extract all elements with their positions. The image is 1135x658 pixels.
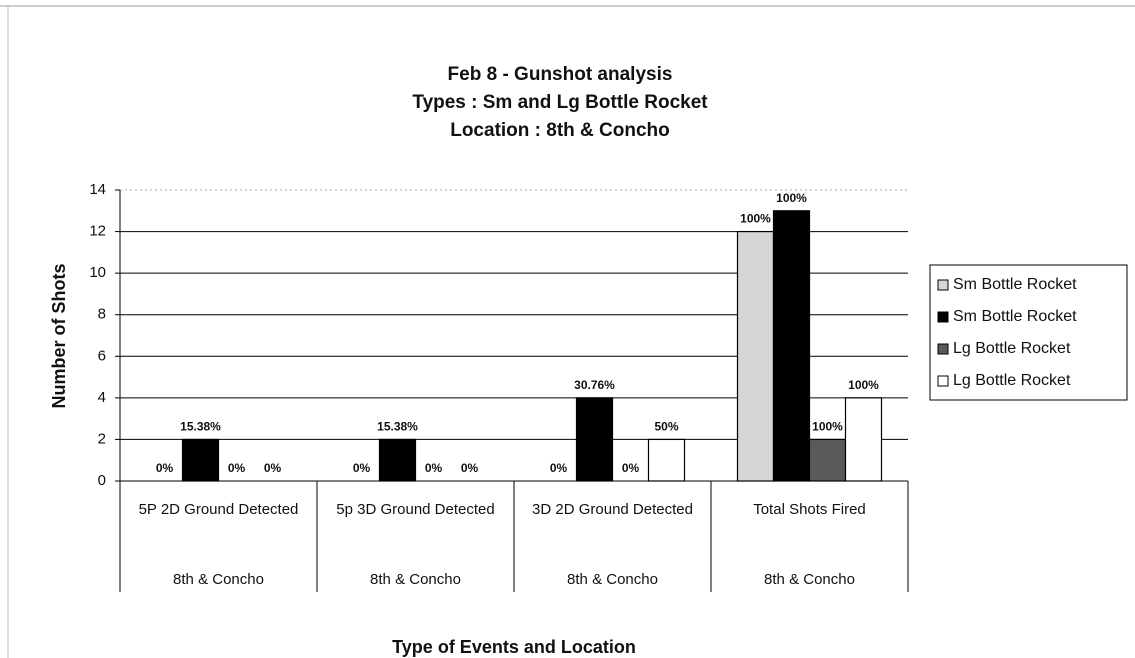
data-label: 100% bbox=[848, 378, 879, 392]
bar bbox=[808, 438, 847, 482]
chart-title: Feb 8 - Gunshot analysis bbox=[448, 64, 673, 85]
data-label: 0% bbox=[156, 461, 174, 475]
data-label: 0% bbox=[550, 461, 568, 475]
legend-label: Lg Bottle Rocket bbox=[953, 372, 1071, 389]
y-tick-label: 8 bbox=[98, 306, 106, 323]
data-label: 0% bbox=[353, 461, 371, 475]
bar bbox=[181, 438, 220, 482]
data-label: 100% bbox=[812, 420, 843, 434]
y-tick-label: 12 bbox=[89, 223, 106, 240]
legend-swatch bbox=[937, 375, 949, 387]
chart-title: Types : Sm and Lg Bottle Rocket bbox=[412, 92, 708, 113]
y-tick-label: 6 bbox=[98, 347, 106, 364]
bar bbox=[378, 438, 417, 482]
data-label: 100% bbox=[740, 212, 771, 226]
bar bbox=[772, 210, 811, 482]
x-tick-label: 5p 3D Ground Detected bbox=[336, 501, 495, 518]
legend-label: Sm Bottle Rocket bbox=[953, 308, 1077, 325]
x-tick-label: 3D 2D Ground Detected bbox=[532, 501, 693, 518]
y-tick-label: 0 bbox=[98, 472, 106, 489]
legend-swatch bbox=[937, 279, 949, 291]
x-tick-label-box: 3D 2D Ground Detected bbox=[532, 501, 693, 518]
data-label: 0% bbox=[264, 461, 282, 475]
x-tick-label-box: 5P 2D Ground Detected bbox=[138, 501, 299, 518]
y-tick-label: 2 bbox=[98, 430, 106, 447]
x-sub-label: 8th & Concho bbox=[567, 571, 658, 588]
bar bbox=[844, 397, 883, 482]
x-sub-label: 8th & Concho bbox=[370, 571, 461, 588]
y-tick-label: 14 bbox=[89, 181, 106, 198]
data-label: 0% bbox=[228, 461, 246, 475]
data-label: 30.76% bbox=[574, 378, 615, 392]
data-label: 0% bbox=[622, 461, 640, 475]
x-tick-label: Total Shots Fired bbox=[753, 501, 866, 518]
x-axis-label: Type of Events and Location bbox=[392, 637, 636, 657]
data-label: 0% bbox=[425, 461, 443, 475]
data-label: 15.38% bbox=[377, 420, 418, 434]
x-sub-label: 8th & Concho bbox=[173, 571, 264, 588]
x-tick-label-box: Total Shots Fired bbox=[753, 501, 866, 518]
x-tick-label: 5P 2D Ground Detected bbox=[138, 501, 299, 518]
x-sub-label: 8th & Concho bbox=[764, 571, 855, 588]
chart-title: Location : 8th & Concho bbox=[450, 120, 670, 141]
legend-swatch bbox=[937, 311, 949, 323]
bar bbox=[736, 230, 775, 482]
y-tick-label: 10 bbox=[89, 264, 106, 281]
y-axis-label: Number of Shots bbox=[49, 263, 69, 408]
data-label: 50% bbox=[654, 420, 678, 434]
legend-label: Lg Bottle Rocket bbox=[953, 340, 1071, 357]
y-tick-label: 4 bbox=[98, 389, 106, 406]
bar bbox=[647, 438, 686, 482]
data-label: 0% bbox=[461, 461, 479, 475]
legend-box bbox=[929, 264, 1128, 401]
legend-label: Sm Bottle Rocket bbox=[953, 276, 1077, 293]
bar bbox=[575, 397, 614, 482]
legend-swatch bbox=[937, 343, 949, 355]
data-label: 100% bbox=[776, 191, 807, 205]
data-label: 15.38% bbox=[180, 420, 221, 434]
x-tick-label-box: 5p 3D Ground Detected bbox=[336, 501, 495, 518]
